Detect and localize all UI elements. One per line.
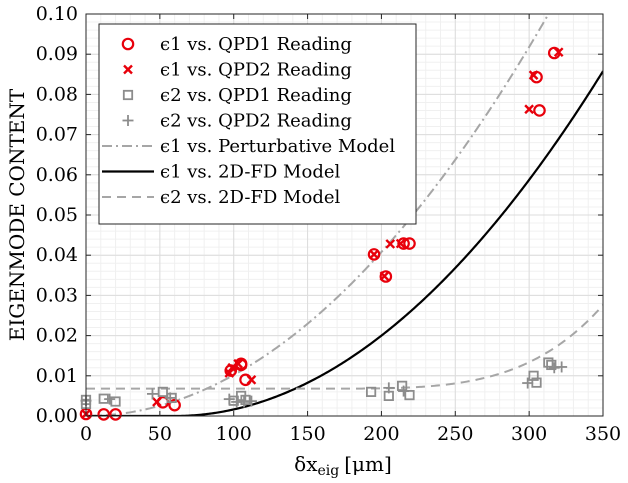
axis-ticks	[85, 13, 604, 417]
legend-label-5: ϵ1 vs. 2D-FD Model	[160, 162, 340, 183]
data-point-x	[528, 70, 539, 80]
x-tick-label: 300	[511, 423, 547, 445]
legend-label-2: ϵ2 vs. QPD1 Reading	[160, 85, 352, 106]
data-point-x-stroke	[395, 238, 406, 249]
tick-labels: 0 50 100 150 200 250 300 350 0.00 0.01 0.02 0.03 0.0…	[36, 3, 621, 445]
data-point-plus	[245, 395, 257, 407]
data-point-plus	[522, 377, 534, 389]
data-point-x	[553, 47, 564, 58]
legend-label-6: ϵ2 vs. 2D-FD Model	[160, 187, 340, 208]
data-point-circle	[533, 104, 546, 117]
data-point-plus	[146, 388, 158, 400]
legend-marker-0	[121, 37, 135, 51]
legend-marker-1	[123, 64, 133, 75]
data-point-square	[543, 357, 554, 368]
data-point-x-stroke	[553, 47, 564, 58]
data-point-circle	[168, 398, 181, 412]
data-point-plus	[556, 361, 568, 373]
data-point-x	[246, 374, 257, 385]
legend-marker-2	[122, 89, 134, 101]
y-tick-label: 0.05	[36, 204, 78, 226]
data-point-x-stroke	[227, 362, 238, 373]
data-point-circle	[403, 237, 416, 250]
legend-label-4: ϵ1 vs. Perturbative Model	[160, 136, 395, 157]
data-markers	[79, 46, 568, 421]
data-point-x-stroke	[524, 104, 534, 115]
data-point-x-stroke	[528, 70, 539, 80]
legend: ϵ1 vs. QPD1 Reading ϵ1 vs. QPD2 Reading ϵ2…	[98, 23, 417, 225]
data-point-square	[404, 389, 415, 401]
y-tick-label: 0.07	[36, 124, 78, 146]
x-tick-label: 150	[289, 423, 325, 445]
legend-marker-3	[122, 115, 134, 126]
data-point-circle	[97, 408, 111, 421]
y-axis-title: EIGENMODE CONTENT	[5, 88, 29, 341]
data-point-circle	[367, 248, 381, 261]
x-axis-title: δxeig [μm]	[294, 452, 392, 479]
data-point-circle	[109, 408, 122, 421]
x-tick-label: 350	[585, 423, 621, 445]
data-point-plus	[223, 393, 235, 405]
legend-label-0: ϵ1 vs. QPD1 Reading	[160, 34, 352, 55]
data-point-square	[528, 370, 539, 381]
data-point-x-stroke	[233, 358, 243, 369]
y-tick-label: 0.00	[36, 405, 78, 427]
legend-marker-1-stroke	[123, 64, 133, 75]
data-point-square	[157, 386, 168, 397]
data-point-x	[395, 238, 406, 249]
data-point-plus	[398, 385, 410, 397]
data-point-x-stroke	[224, 368, 235, 378]
data-point-square	[240, 394, 251, 406]
y-tick-label: 0.09	[36, 43, 78, 65]
legend-label-3: ϵ2 vs. QPD2 Reading	[160, 111, 352, 132]
y-tick-label: 0.08	[36, 83, 78, 105]
x-tick-label: 200	[363, 423, 399, 445]
data-point-x	[369, 249, 379, 260]
data-point-x-stroke	[379, 271, 390, 281]
data-point-x-stroke	[369, 249, 379, 260]
data-point-circle	[397, 237, 410, 250]
x-tick-label: 50	[148, 423, 172, 445]
x-tick-label: 0	[80, 423, 92, 445]
data-point-plus	[164, 392, 176, 404]
y-tick-label: 0.02	[36, 325, 78, 347]
model-curve-6	[86, 304, 603, 390]
data-point-square	[365, 386, 377, 397]
data-point-square	[397, 380, 408, 391]
data-point-x	[524, 104, 534, 115]
data-point-x-stroke	[152, 397, 162, 407]
data-point-square	[546, 359, 557, 371]
x-tick-label: 100	[216, 423, 252, 445]
data-point-x-stroke	[385, 239, 396, 249]
data-point-x	[233, 358, 243, 369]
data-point-x	[224, 368, 235, 378]
data-point-x-stroke	[246, 374, 257, 385]
data-point-x	[385, 239, 396, 249]
data-point-x	[227, 362, 238, 373]
x-tick-label: 250	[437, 423, 473, 445]
y-tick-label: 0.04	[36, 244, 78, 266]
data-point-square	[110, 396, 121, 407]
data-point-plus	[383, 382, 395, 394]
y-tick-label: 0.03	[36, 284, 78, 306]
data-point-x	[152, 397, 162, 407]
y-tick-label: 0.06	[36, 164, 78, 186]
legend-label-1: ϵ1 vs. QPD2 Reading	[160, 60, 352, 81]
legend-box	[98, 23, 417, 225]
data-point-plus	[104, 393, 116, 405]
y-tick-label: 0.10	[36, 3, 78, 25]
model-curve-5	[86, 70, 603, 416]
data-point-circle	[379, 270, 393, 283]
data-point-x	[379, 271, 390, 281]
y-tick-label: 0.01	[36, 365, 78, 387]
